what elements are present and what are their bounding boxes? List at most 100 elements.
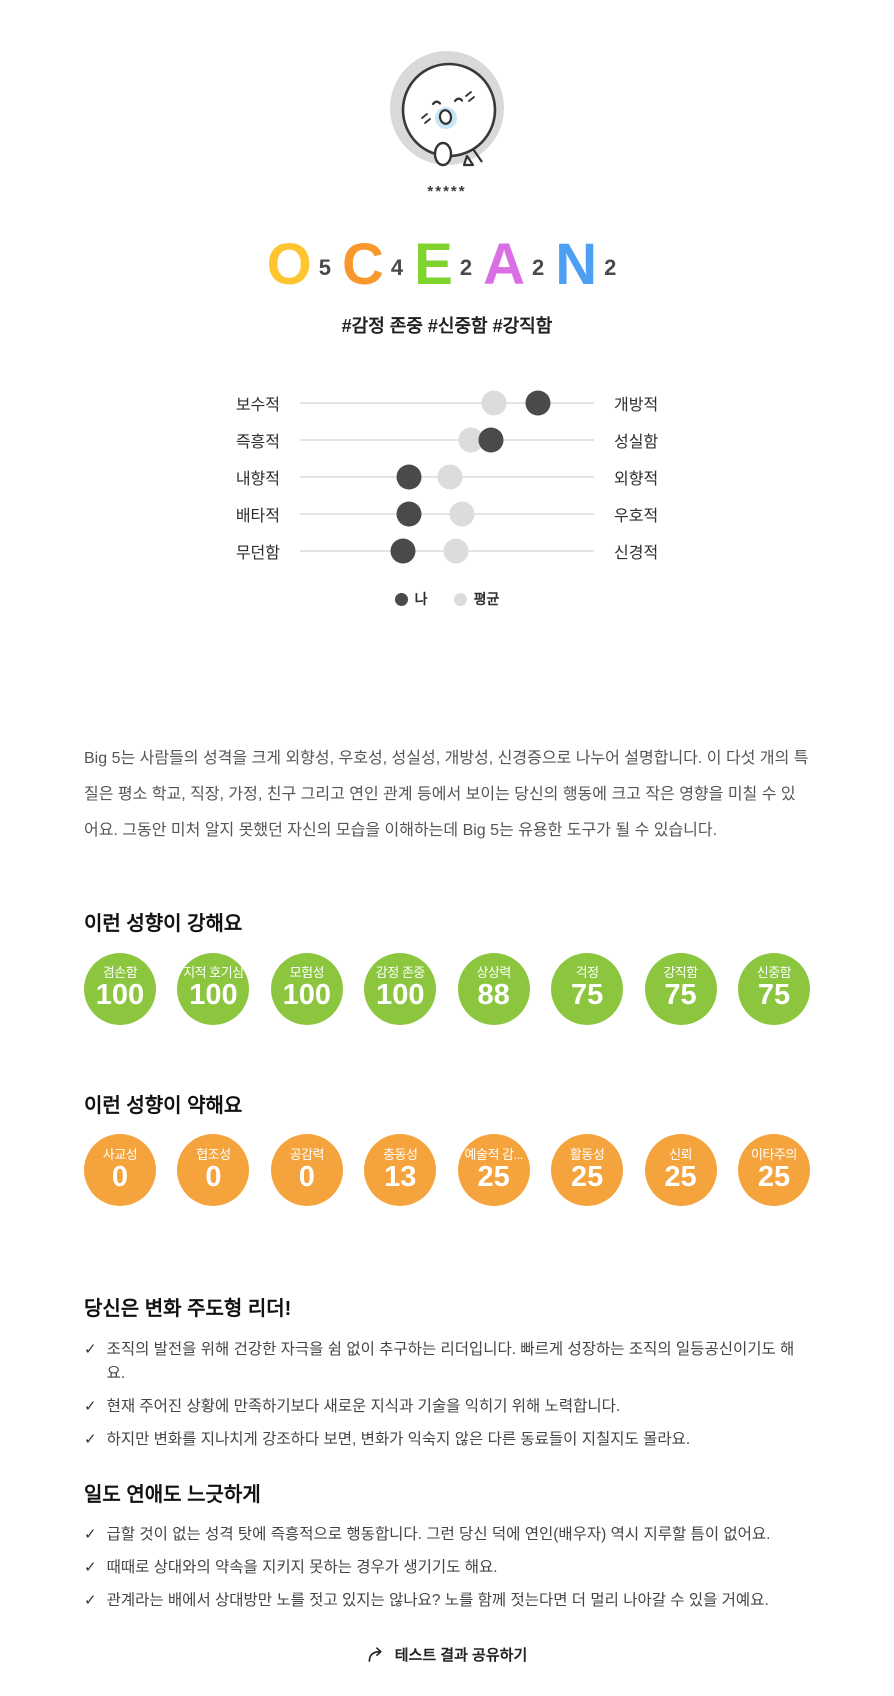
average-dot (449, 501, 475, 526)
trait-bubble: 걱정 75 (551, 952, 624, 1025)
trait-label: 협조성 (196, 1147, 231, 1163)
trait-bubble: 이타주의 25 (737, 1134, 810, 1207)
bullet-text: 조직의 발전을 위해 건강한 자극을 쉼 없이 추구하는 리더입니다. 빠르게 … (106, 1340, 795, 1382)
legend-average: 평균 (453, 589, 499, 609)
trait-label: 이타주의 (751, 1147, 797, 1163)
me-dot (396, 501, 422, 526)
slider-row: 무던함 신경적 (216, 532, 678, 569)
bullet-item: ✓ 때때로 상대와의 약속을 지키지 못하는 경우가 생기기도 해요. (84, 1556, 810, 1580)
trait-value: 25 (570, 1161, 604, 1194)
check-icon: ✓ (84, 1559, 97, 1577)
ocean-letter-pair: A 2 (483, 236, 555, 294)
ocean-letter-score: 2 (604, 255, 617, 280)
trait-value: 75 (664, 979, 697, 1012)
bullet-item: ✓ 현재 주어진 상황에 만족하기보다 새로운 지식과 기술을 익히기 위해 노… (84, 1395, 810, 1419)
bullet-text: 관계라는 배에서 상대방만 노를 젓고 있지는 않나요? 노를 함께 젓는다면 … (106, 1592, 769, 1610)
trait-bubble: 협조성 0 (177, 1134, 250, 1207)
bullet-item: ✓ 급할 것이 없는 성격 탓에 즉흥적으로 행동합니다. 그런 당신 덕에 연… (84, 1523, 810, 1547)
check-icon: ✓ (84, 1397, 97, 1415)
ocean-letter-pair: E 2 (414, 236, 483, 294)
trait-hashtags: #감정 존중 #신중함 #강직함 (341, 316, 553, 336)
weak-traits-bubbles: 사교성 0 협조성 0 공감력 0 충동성 13 (84, 1134, 810, 1207)
trait-bubble: 겸손함 100 (84, 952, 156, 1025)
trait-value: 25 (664, 1161, 697, 1194)
bullet-text: 급할 것이 없는 성격 탓에 즉흥적으로 행동합니다. 그런 당신 덕에 연인(… (106, 1526, 771, 1544)
trait-value: 75 (757, 979, 791, 1012)
ocean-title: O 5 C 4 E 2 A 2 N 2 (0, 236, 894, 294)
trait-value: 25 (477, 1161, 510, 1194)
trait-label: 지적 호기심 (183, 965, 244, 981)
ocean-letter: N (555, 232, 598, 297)
check-icon: ✓ (84, 1340, 97, 1358)
trait-bubble: 감정 존중 100 (364, 952, 437, 1025)
slider-right-label: 우호적 (614, 507, 659, 525)
personality-slider-chart: 보수적 개방적 즉흥적 성실함 내향적 (216, 384, 678, 569)
slider-track (300, 427, 594, 453)
bullet-text: 하지만 변화를 지나치게 강조하다 보면, 변화가 익숙지 않은 다른 동료들이… (106, 1430, 691, 1448)
trait-label: 신중함 (756, 965, 792, 981)
trait-value: 75 (570, 979, 604, 1012)
ocean-letter-pair: C 4 (342, 236, 414, 294)
trait-bubble: 모험성 100 (270, 952, 343, 1025)
character-avatar-icon (390, 51, 504, 167)
chart-legend: 나 평균 (0, 589, 894, 609)
trait-bubble: 공감력 0 (270, 1134, 343, 1207)
slider-row: 즉흥적 성실함 (216, 421, 678, 458)
share-label: 테스트 결과 공유하기 (394, 1647, 528, 1665)
slider-track (300, 538, 594, 564)
trait-label: 사교성 (102, 1147, 138, 1163)
ocean-letter: E (414, 232, 453, 297)
share-button[interactable]: 테스트 결과 공유하기 (361, 1643, 534, 1666)
average-dot (481, 390, 507, 415)
trait-value: 0 (111, 1161, 129, 1194)
slider-track-line (300, 438, 594, 441)
trait-value: 100 (376, 979, 425, 1012)
ocean-letter: A (483, 232, 525, 297)
trait-label: 신뢰 (669, 1147, 692, 1163)
me-dot (478, 427, 504, 452)
trait-label: 모험성 (289, 965, 325, 981)
legend-me-label: 나 (414, 591, 428, 607)
ocean-letter-pair: N 2 (555, 236, 627, 294)
trait-bubble: 신중함 75 (737, 952, 810, 1025)
trait-label: 활동성 (569, 1147, 605, 1163)
bullet-text: 때때로 상대와의 약속을 지키지 못하는 경우가 생기기도 해요. (106, 1559, 498, 1577)
trait-value: 25 (757, 1161, 791, 1194)
slider-row: 내향적 외향적 (216, 458, 678, 495)
trait-bubble: 상상력 88 (457, 952, 530, 1025)
trait-bubble: 강직함 75 (644, 952, 717, 1025)
ocean-letter-score: 4 (390, 255, 404, 280)
trait-label: 감정 존중 (375, 965, 425, 981)
section-bullets: ✓ 조직의 발전을 위해 건강한 자극을 쉼 없이 추구하는 리더입니다. 빠르… (84, 1338, 810, 1452)
trait-value: 0 (205, 1161, 222, 1194)
slider-row: 배타적 우호적 (216, 495, 678, 532)
strong-traits-title: 이런 성향이 강해요 (84, 913, 243, 935)
slider-track (300, 390, 594, 416)
slider-right-label: 외향적 (614, 470, 659, 488)
trait-label: 강직함 (663, 965, 698, 981)
ocean-letter-score: 5 (318, 255, 331, 280)
trait-label: 겸손함 (102, 965, 138, 981)
me-dot (525, 390, 551, 415)
slider-right-label: 개방적 (614, 396, 659, 414)
leader-section: 당신은 변화 주도형 리더! ✓ 조직의 발전을 위해 건강한 자극을 쉼 없이… (84, 1292, 810, 1452)
share-row: 테스트 결과 공유하기 (84, 1643, 810, 1666)
slider-left-label: 무던함 (235, 544, 280, 562)
trait-value: 88 (477, 979, 510, 1012)
bullet-item: ✓ 하지만 변화를 지나치게 강조하다 보면, 변화가 익숙지 않은 다른 동료… (84, 1428, 810, 1452)
trait-bubble: 충동성 13 (364, 1134, 437, 1207)
check-icon: ✓ (84, 1526, 97, 1544)
trait-label: 걱정 (575, 965, 599, 981)
slider-right-label: 신경적 (614, 544, 659, 562)
trait-label: 충동성 (383, 1147, 418, 1163)
slider-track-line (300, 401, 594, 404)
trait-value: 100 (282, 979, 332, 1012)
love-section: 일도 연애도 느긋하게 ✓ 급할 것이 없는 성격 탓에 즉흥적으로 행동합니다… (84, 1478, 810, 1614)
trait-value: 13 (384, 1161, 417, 1194)
me-dot (390, 538, 416, 563)
trait-bubble: 예술적 감... 25 (457, 1134, 530, 1207)
legend-average-dot-icon (453, 592, 467, 606)
slider-row: 보수적 개방적 (216, 384, 678, 421)
legend-me-dot-icon (394, 592, 408, 606)
